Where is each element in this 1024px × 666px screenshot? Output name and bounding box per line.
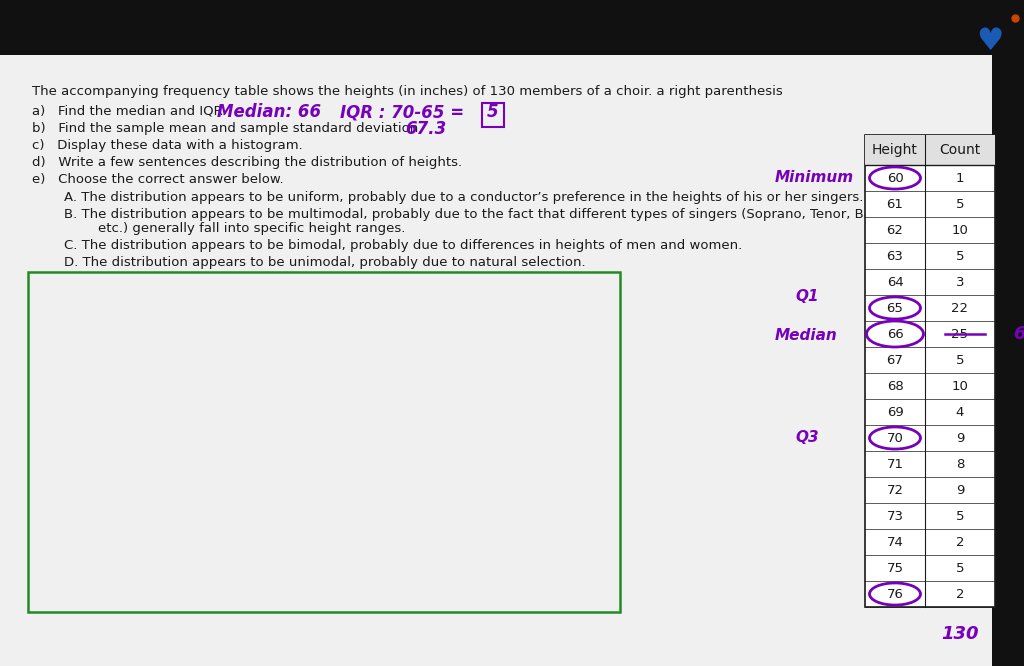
Text: 5: 5 [955,561,965,575]
Text: C. The distribution appears to be bimodal, probably due to differences in height: C. The distribution appears to be bimoda… [63,239,742,252]
Text: 62: 62 [887,224,903,236]
Text: 68: 68 [887,380,903,392]
Text: 64: 64 [887,276,903,288]
Text: 67.3: 67.3 [406,120,446,138]
Text: A. The distribution appears to be uniform, probably due to a conductor’s prefere: A. The distribution appears to be unifor… [63,191,863,204]
Text: 9: 9 [955,484,965,496]
Text: e)   Choose the correct answer below.: e) Choose the correct answer below. [32,173,284,186]
Text: 71: 71 [887,458,903,470]
Text: 76: 76 [887,587,903,601]
Text: 9: 9 [955,432,965,444]
Text: 10: 10 [951,224,969,236]
Text: 130: 130 [941,625,979,643]
Text: etc.) generally fall into specific height ranges.: etc.) generally fall into specific heigh… [63,222,406,235]
Text: Q1: Q1 [795,289,818,304]
FancyBboxPatch shape [0,55,992,666]
Text: a)   Find the median and IQR.: a) Find the median and IQR. [32,105,226,118]
Text: 70: 70 [887,432,903,444]
Text: 25: 25 [951,328,969,340]
Text: ♥: ♥ [976,27,1004,57]
Text: 2: 2 [955,587,965,601]
Text: 66: 66 [887,328,903,340]
Text: 10: 10 [951,380,969,392]
Text: 5: 5 [487,103,499,121]
Text: 75: 75 [887,561,903,575]
Text: Median: 66: Median: 66 [217,103,322,121]
Text: 3: 3 [955,276,965,288]
Text: Height: Height [872,143,918,157]
Text: 65: 65 [887,302,903,314]
Text: 63: 63 [887,250,903,262]
Text: 8: 8 [955,458,965,470]
Text: 2: 2 [955,535,965,549]
Text: 5: 5 [955,198,965,210]
Text: 72: 72 [887,484,903,496]
Text: 1: 1 [955,172,965,184]
Text: 69: 69 [887,406,903,418]
Text: 65: 65 [1013,325,1024,343]
FancyBboxPatch shape [865,135,995,165]
Text: IQR : 70-65 =: IQR : 70-65 = [340,103,464,121]
Text: 5: 5 [955,509,965,523]
Text: 60: 60 [887,172,903,184]
Text: Median: Median [775,328,838,344]
Text: c)   Display these data with a histogram.: c) Display these data with a histogram. [32,139,303,152]
Text: 5: 5 [955,250,965,262]
Text: d)   Write a few sentences describing the distribution of heights.: d) Write a few sentences describing the … [32,156,462,169]
Text: 4: 4 [955,406,965,418]
Text: 22: 22 [951,302,969,314]
Text: 73: 73 [887,509,903,523]
Text: 61: 61 [887,198,903,210]
Text: D. The distribution appears to be unimodal, probably due to natural selection.: D. The distribution appears to be unimod… [63,256,586,269]
Text: b)   Find the sample mean and sample standard deviation.: b) Find the sample mean and sample stand… [32,122,422,135]
FancyBboxPatch shape [865,135,995,607]
Text: Count: Count [939,143,981,157]
Text: Minimum: Minimum [775,170,854,186]
Text: B. The distribution appears to be multimodal, probably due to the fact that diff: B. The distribution appears to be multim… [63,208,890,221]
Text: Q3: Q3 [795,430,818,446]
Text: 5: 5 [955,354,965,366]
Text: 74: 74 [887,535,903,549]
FancyBboxPatch shape [28,272,620,612]
Text: 67: 67 [887,354,903,366]
Text: The accompanying frequency table shows the heights (in inches) of 130 members of: The accompanying frequency table shows t… [32,85,782,98]
